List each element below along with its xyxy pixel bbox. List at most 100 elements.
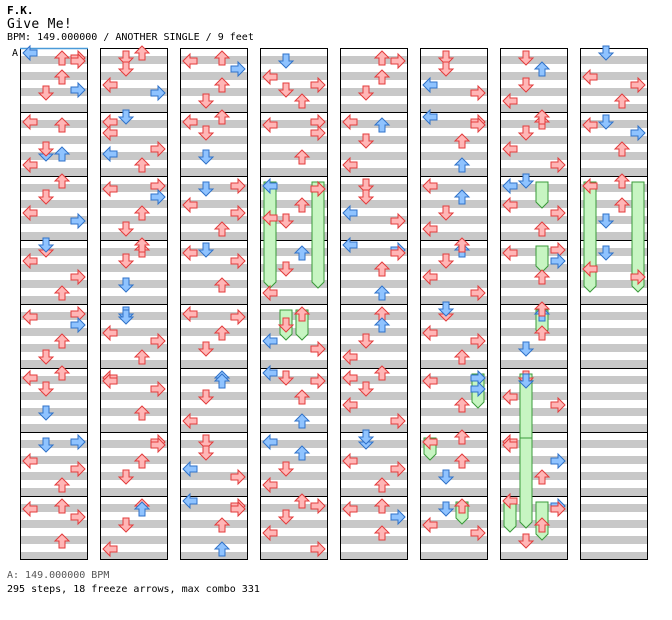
measure	[580, 496, 648, 560]
right-arrow	[550, 500, 566, 518]
down-arrow	[277, 261, 295, 277]
up-arrow	[293, 93, 311, 109]
measure	[340, 496, 408, 560]
right-arrow	[230, 500, 246, 518]
beat-stripe	[100, 216, 168, 224]
beat-stripe	[20, 296, 88, 304]
beat-stripe	[340, 408, 408, 416]
beat-stripe	[20, 408, 88, 416]
beat-stripe	[580, 56, 648, 64]
down-arrow	[597, 45, 615, 61]
beat-stripe	[100, 392, 168, 400]
right-arrow	[470, 284, 486, 302]
beat-stripe	[260, 360, 328, 368]
measure	[20, 496, 88, 560]
beat-stripe	[420, 312, 488, 320]
beat-stripe	[500, 440, 568, 448]
beat-stripe	[340, 248, 408, 256]
beat-stripe	[100, 152, 168, 160]
right-arrow	[150, 332, 166, 350]
beat-stripe	[100, 520, 168, 528]
left-arrow	[502, 436, 518, 454]
beat-stripe	[260, 296, 328, 304]
right-arrow	[470, 84, 486, 102]
beat-stripe	[180, 552, 248, 560]
beat-stripe	[100, 504, 168, 512]
up-arrow	[373, 261, 391, 277]
beat-stripe	[580, 328, 648, 336]
beat-stripe	[180, 56, 248, 64]
up-arrow	[293, 445, 311, 461]
down-arrow	[437, 301, 455, 317]
beat-stripe	[260, 136, 328, 144]
beat-stripe	[260, 216, 328, 224]
down-arrow	[437, 61, 455, 77]
left-arrow	[502, 140, 518, 158]
beat-stripe	[340, 376, 408, 384]
left-arrow	[182, 244, 198, 262]
beat-stripe	[100, 296, 168, 304]
beat-stripe	[580, 504, 648, 512]
beat-stripe	[100, 328, 168, 336]
beat-stripe	[500, 456, 568, 464]
freeze-arrow	[631, 181, 645, 293]
beat-stripe	[180, 136, 248, 144]
beat-stripe	[420, 184, 488, 192]
beat-stripe	[500, 552, 568, 560]
measure	[420, 48, 488, 112]
beat-stripe	[260, 552, 328, 560]
beat-stripe	[340, 472, 408, 480]
up-arrow	[213, 277, 231, 293]
beat-stripe	[500, 264, 568, 272]
beat-stripe	[340, 280, 408, 288]
beat-stripe	[580, 488, 648, 496]
beat-stripe	[260, 168, 328, 176]
right-arrow	[630, 124, 646, 142]
beat-stripe	[180, 472, 248, 480]
beat-stripe	[500, 472, 568, 480]
measure	[20, 176, 88, 240]
beat-stripe	[180, 280, 248, 288]
right-arrow	[230, 60, 246, 78]
right-arrow	[310, 497, 326, 515]
beat-stripe	[20, 248, 88, 256]
beat-stripe	[180, 360, 248, 368]
up-arrow	[53, 477, 71, 493]
down-arrow	[117, 277, 135, 293]
up-arrow	[213, 541, 231, 557]
up-arrow	[533, 325, 551, 341]
beat-stripe	[420, 232, 488, 240]
beat-stripe	[340, 72, 408, 80]
left-arrow	[262, 524, 278, 542]
beat-stripe	[180, 232, 248, 240]
chart-footer: A: 149.000000 BPM 295 steps, 18 freeze a…	[7, 569, 260, 597]
beat-stripe	[100, 168, 168, 176]
right-arrow	[470, 380, 486, 398]
beat-stripe	[420, 440, 488, 448]
beat-stripe	[100, 200, 168, 208]
up-arrow	[213, 109, 231, 125]
beat-stripe	[500, 280, 568, 288]
beat-stripe	[580, 520, 648, 528]
up-arrow	[613, 141, 631, 157]
beat-stripe	[20, 168, 88, 176]
beat-stripe	[20, 56, 88, 64]
beat-stripe	[580, 312, 648, 320]
up-arrow	[533, 301, 551, 317]
beat-stripe	[180, 200, 248, 208]
beat-stripe	[260, 488, 328, 496]
beat-stripe	[260, 184, 328, 192]
beat-stripe	[500, 360, 568, 368]
left-arrow	[502, 388, 518, 406]
beat-stripe	[580, 136, 648, 144]
left-arrow	[182, 196, 198, 214]
left-arrow	[22, 113, 38, 131]
beat-stripe	[260, 440, 328, 448]
right-arrow	[470, 332, 486, 350]
beat-stripe	[180, 344, 248, 352]
beat-stripe	[420, 328, 488, 336]
right-arrow	[70, 52, 86, 70]
up-arrow	[373, 477, 391, 493]
up-arrow	[533, 109, 551, 125]
down-arrow	[197, 389, 215, 405]
